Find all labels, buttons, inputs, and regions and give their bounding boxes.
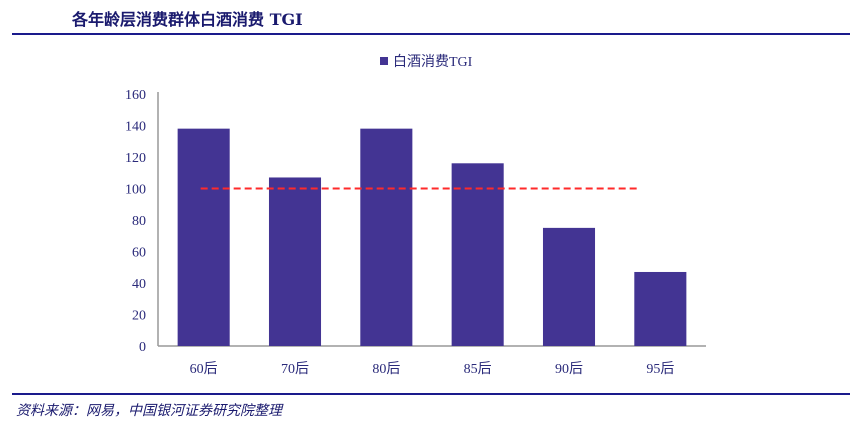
legend-label: 白酒消费TGI [393, 54, 473, 70]
footer-divider [12, 393, 850, 395]
x-tick-label: 60后 [190, 361, 218, 377]
bar-70后 [268, 177, 322, 346]
y-tick-label: 0 [139, 340, 146, 355]
bar-80后 [360, 128, 413, 346]
bar-60后 [177, 128, 230, 346]
y-tick-label: 140 [125, 120, 146, 135]
x-tick-label: 85后 [464, 361, 492, 377]
legend-marker [380, 57, 388, 65]
y-tick-label: 60 [132, 246, 146, 261]
x-tick-label: 90后 [555, 361, 583, 377]
y-tick-label: 80 [132, 214, 146, 229]
bar-90后 [542, 227, 596, 346]
x-tick-label: 70后 [281, 361, 309, 377]
y-tick-label: 100 [125, 183, 146, 198]
y-tick-label: 20 [132, 309, 146, 324]
y-tick-label: 160 [125, 88, 146, 103]
bar-85后 [451, 163, 504, 346]
bar-95后 [634, 271, 687, 346]
page-title: 各年龄层消费群体白酒消费 TGI [72, 10, 303, 29]
y-tick-label: 40 [132, 277, 146, 292]
y-tick-label: 120 [125, 151, 146, 166]
source-note: 资料来源：网易，中国银河证券研究院整理 [16, 403, 282, 419]
x-tick-label: 80后 [372, 361, 400, 377]
header-divider [12, 33, 850, 35]
x-tick-label: 95后 [646, 361, 674, 377]
